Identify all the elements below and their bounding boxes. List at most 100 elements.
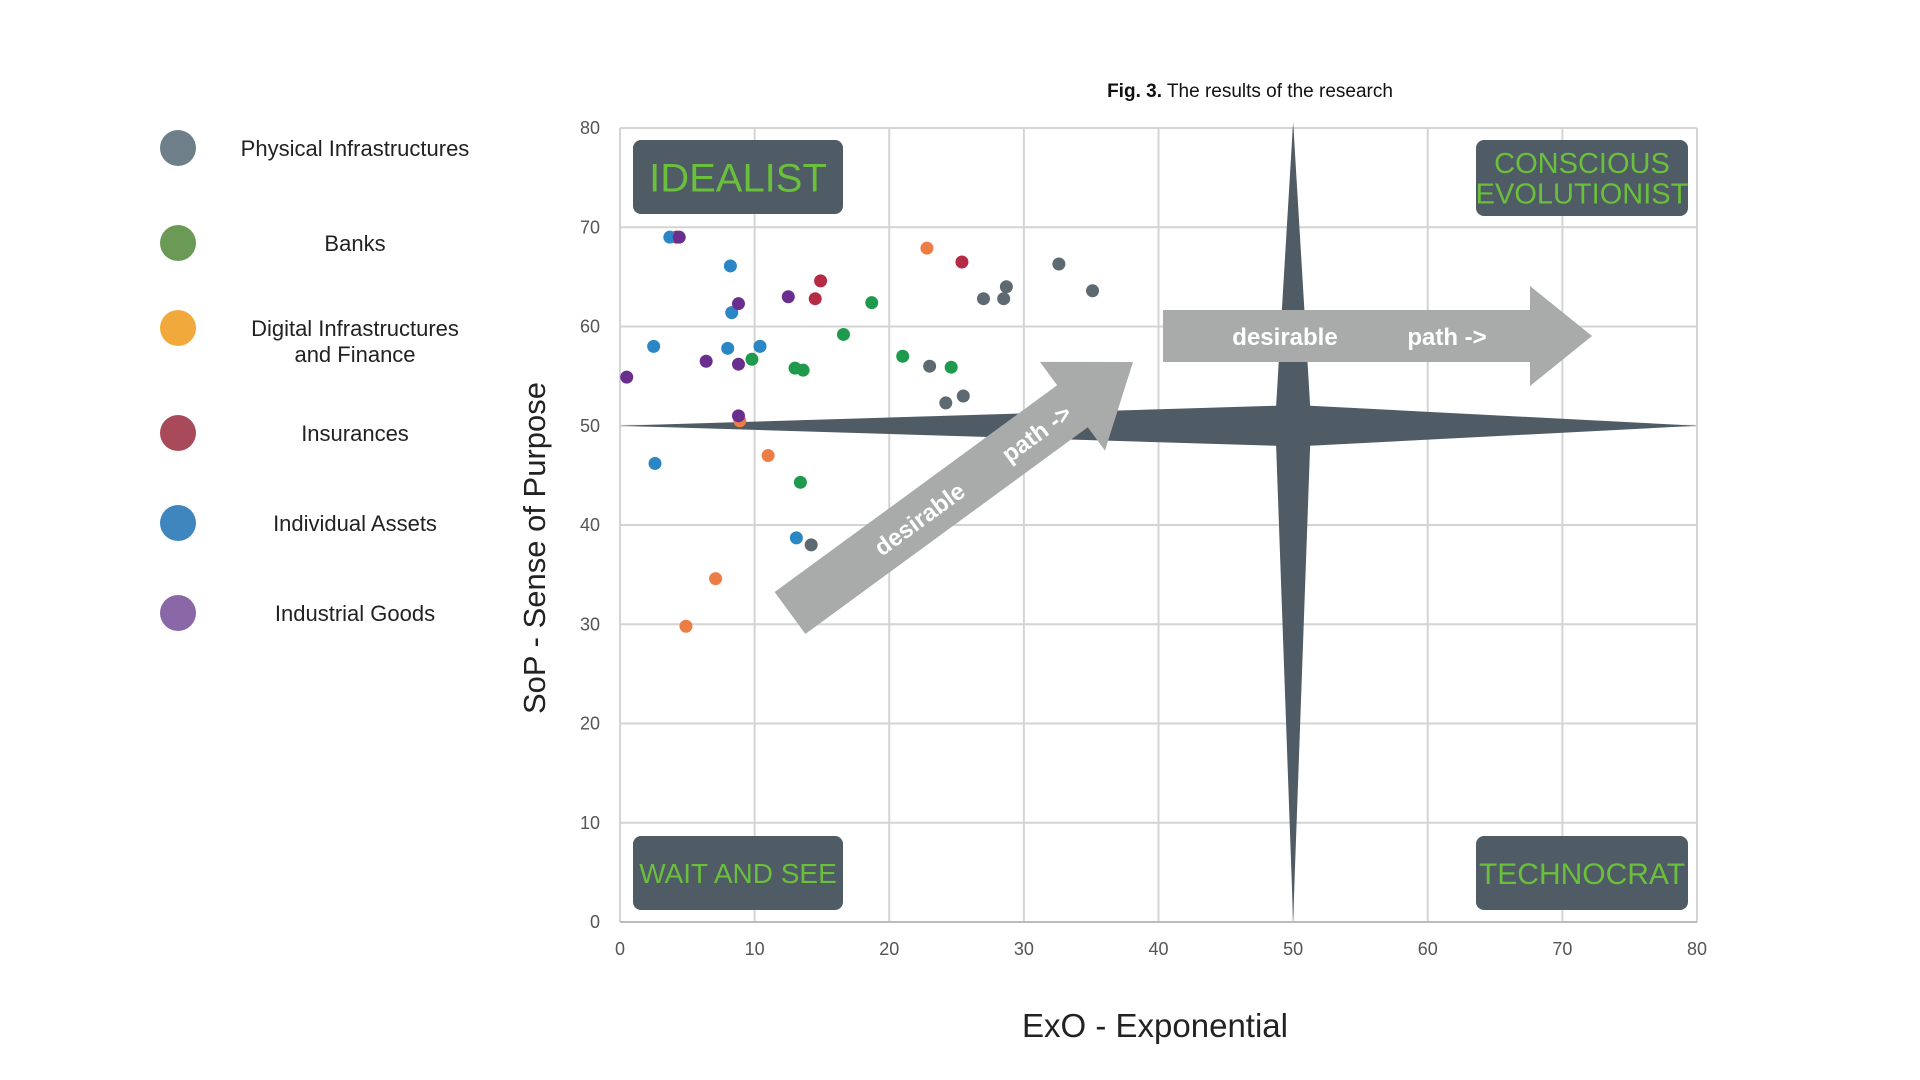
data-point (745, 352, 759, 366)
data-point (865, 296, 879, 310)
x-tick-label: 30 (1014, 939, 1034, 959)
data-point (976, 292, 990, 306)
x-axis-title: ExO - Exponential (1022, 1007, 1288, 1044)
series-individual-assets (647, 230, 803, 545)
horizontal-arrow-shape (1163, 286, 1592, 386)
quadrant-wait-and-see-box (633, 836, 843, 910)
data-point (721, 341, 735, 355)
y-tick-label: 30 (580, 614, 600, 634)
y-tick-label: 60 (580, 317, 600, 337)
x-tick-label: 50 (1283, 939, 1303, 959)
legend-item-industrial-goods: Industrial Goods (160, 595, 500, 635)
data-point (808, 292, 822, 306)
data-point (731, 357, 745, 371)
data-point (1052, 257, 1066, 271)
legend-label: Industrial Goods (274, 601, 436, 626)
quadrant-conscious-evolutionist-text: CONSCIOUS (1494, 148, 1670, 180)
y-tick-label: 70 (580, 217, 600, 237)
y-tick-label: 50 (580, 416, 600, 436)
diagonal-arrow-shape (774, 361, 1134, 634)
figure-caption: Fig. 3. The results of the research (1107, 81, 1393, 102)
data-point (956, 389, 970, 403)
quadrant-idealist-text: IDEALIST (649, 156, 827, 200)
data-point (620, 370, 634, 384)
data-point (731, 297, 745, 311)
legend-label: Individual Assets (273, 511, 437, 536)
data-point (923, 359, 937, 373)
legend-label: Digital Infrastructures and Finance (251, 316, 459, 367)
legend-swatch (160, 505, 196, 541)
data-point (679, 619, 693, 633)
quadrant-idealist-box (633, 140, 843, 214)
data-point (723, 259, 737, 273)
data-point (793, 475, 807, 489)
data-point (672, 230, 686, 244)
data-point (789, 531, 803, 545)
data-point (896, 349, 910, 363)
data-point (955, 255, 969, 269)
legend-swatch (160, 225, 196, 261)
figure-caption-text: The results of the research (1162, 81, 1393, 102)
series-insurances (670, 230, 969, 306)
data-point (939, 396, 953, 410)
legend-swatch (160, 130, 196, 166)
data-point (796, 363, 810, 377)
data-point (1086, 284, 1100, 298)
x-tick-label: 70 (1552, 939, 1572, 959)
quadrant-wait-and-see: WAIT AND SEE (633, 836, 843, 910)
data-point (699, 354, 713, 368)
figure-caption-bold: Fig. 3. (1107, 81, 1162, 102)
y-tick-label: 20 (580, 714, 600, 734)
x-tick-label: 20 (879, 939, 899, 959)
legend-label: Banks (324, 231, 386, 256)
legend-item-individual-assets: Individual Assets (160, 505, 500, 545)
x-tick-label: 80 (1687, 939, 1707, 959)
y-tick-label: 40 (580, 515, 600, 535)
data-point (920, 241, 934, 255)
data-point (709, 572, 723, 586)
quadrant-technocrat-text: TECHNOCRAT (1479, 858, 1685, 891)
data-point (781, 290, 795, 304)
y-tick-label: 10 (580, 813, 600, 833)
legend-label: Physical Infrastructures (240, 136, 470, 161)
quadrant-conscious-evolutionist-box (1476, 140, 1688, 216)
data-point (997, 292, 1011, 306)
quadrant-technocrat: TECHNOCRAT (1476, 836, 1688, 910)
horizontal-arrow-label-1: desirable (1232, 324, 1337, 351)
data-point (648, 456, 662, 470)
legend-item-physical-infrastructures: Physical Infrastructures (160, 130, 500, 170)
axes: 0 10 20 30 40 50 60 70 80 0 10 20 30 40 50 60 70 80 (580, 118, 1707, 959)
series-banks (745, 296, 958, 489)
legend-item-digital-infrastructures: Digital Infrastructures and Finance (160, 310, 500, 367)
x-tick-label: 40 (1148, 939, 1168, 959)
data-point (804, 538, 818, 552)
legend-item-insurances: Insurances (160, 415, 500, 455)
data-point (725, 306, 739, 320)
series-industrial-goods (620, 230, 795, 423)
data-point (731, 409, 745, 423)
data-point (944, 360, 958, 374)
data-point (647, 339, 661, 353)
data-point (836, 327, 850, 341)
x-tick-label: 60 (1418, 939, 1438, 959)
y-tick-label: 80 (580, 118, 600, 138)
horizontal-arrow-label-2: path -> (1407, 324, 1486, 351)
data-point (753, 339, 767, 353)
legend-swatch (160, 415, 196, 451)
legend-label: Insurances (301, 421, 409, 446)
legend-item-banks: Banks (160, 225, 500, 265)
grid (619, 127, 1698, 923)
legend-swatch (160, 310, 196, 346)
quadrant-technocrat-box (1476, 836, 1688, 910)
data-point (999, 280, 1013, 294)
series-physical-infrastructures (804, 257, 1100, 552)
x-tick-label: 0 (615, 939, 625, 959)
x-tick-label: 10 (745, 939, 765, 959)
data-point (814, 274, 828, 288)
quadrant-conscious-evolutionist-text: EVOLUTIONIST (1476, 179, 1689, 211)
y-axis-title: SoP - Sense of Purpose (517, 382, 552, 714)
